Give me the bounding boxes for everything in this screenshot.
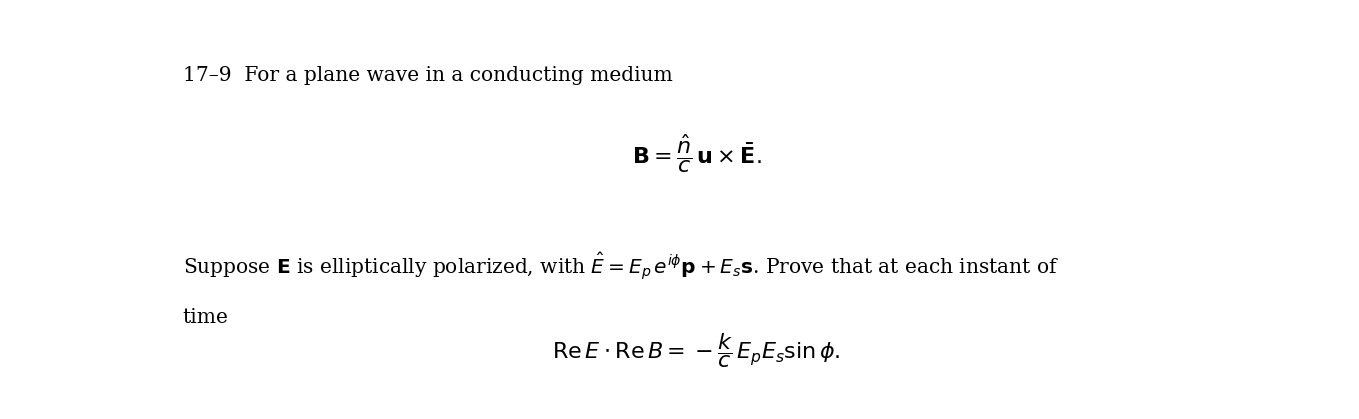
- Text: Suppose $\mathbf{E}$ is elliptically polarized, with $\hat{E} = E_p\,e^{i\phi}\m: Suppose $\mathbf{E}$ is elliptically pol…: [182, 250, 1059, 282]
- Text: time: time: [182, 308, 228, 327]
- Text: 17–9  For a plane wave in a conducting medium: 17–9 For a plane wave in a conducting me…: [182, 67, 673, 85]
- Text: $\mathbf{B} = \dfrac{\hat{n}}{c}\,\mathbf{u} \times \mathbf{\bar{E}}.$: $\mathbf{B} = \dfrac{\hat{n}}{c}\,\mathb…: [632, 132, 761, 175]
- Text: $\mathrm{Re}\, E \cdot \mathrm{Re}\, B = -\dfrac{k}{c}\,E_p E_s \sin \phi.$: $\mathrm{Re}\, E \cdot \mathrm{Re}\, B =…: [552, 331, 841, 370]
